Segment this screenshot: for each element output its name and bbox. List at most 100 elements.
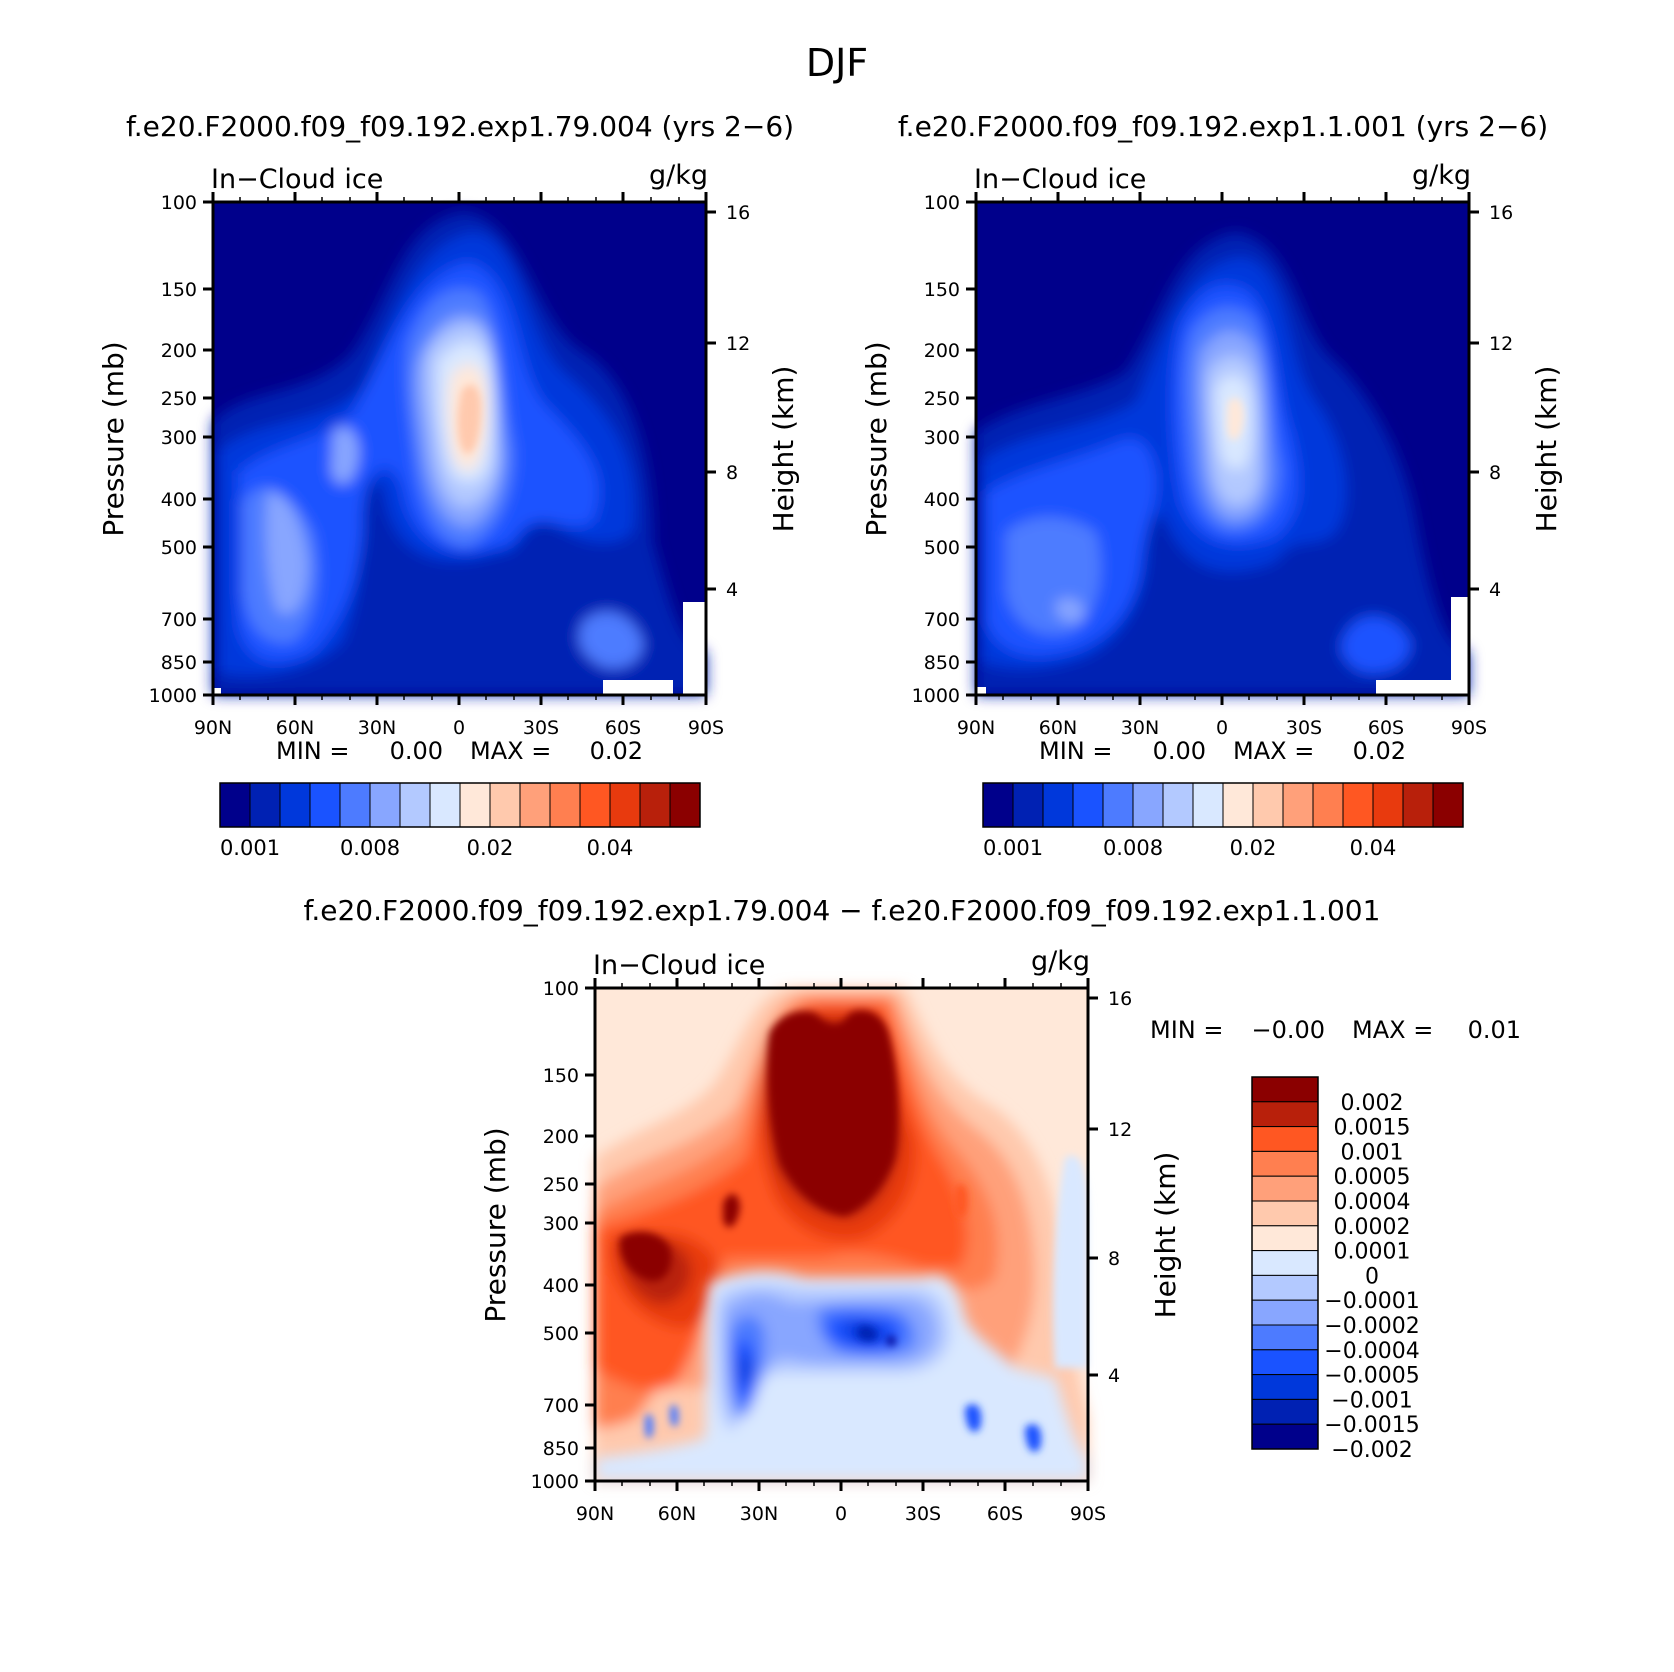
height-tick-label: 4 [1108, 1365, 1120, 1387]
lat-tick-label: 0 [835, 1503, 847, 1525]
colorbar-box [1251, 1200, 1319, 1227]
contour-band-12b [965, 1404, 1042, 1452]
colorbar-box [1192, 782, 1224, 828]
pressure-tick-label: 200 [543, 1126, 579, 1148]
minor-ticks [239, 197, 680, 700]
pressure-tick-label: 250 [543, 1174, 579, 1196]
lat-tick-label: 90S [1451, 717, 1487, 739]
major-ticks [203, 192, 716, 705]
pressure-tick-label: 700 [161, 609, 197, 631]
colorbar-box [249, 782, 281, 828]
lat-tick-label: 90N [194, 717, 232, 739]
pressure-tick-label: 1000 [531, 1471, 579, 1493]
pressure-tick-label: 500 [924, 537, 960, 559]
colorbar-box [639, 782, 671, 828]
colorbar-label: 0 [1365, 1264, 1379, 1289]
colorbar-box [1402, 782, 1434, 828]
height-tick-label: 16 [1489, 202, 1513, 224]
contour-band-8b [1053, 1155, 1088, 1368]
height-axis-label: Height (km) [1149, 1152, 1182, 1319]
colorbar-box [369, 782, 401, 828]
pressure-tick-label: 1000 [912, 685, 960, 707]
pressure-tick-label: 500 [543, 1323, 579, 1345]
pressure-axis-label: Pressure (mb) [97, 341, 130, 536]
pressure-tick-label: 100 [543, 978, 579, 1000]
lat-tick-label: 90N [576, 1503, 614, 1525]
height-tick-label: 4 [1489, 579, 1501, 601]
min-value: 0.00 [390, 737, 443, 765]
colorbar-label: 0.02 [1230, 836, 1277, 860]
min-label: MIN = [276, 737, 349, 765]
height-tick-label: 12 [1489, 333, 1513, 355]
lat-tick-label: 90N [957, 717, 995, 739]
colorbar-box [1251, 1126, 1319, 1152]
max-label: MAX = [1352, 1016, 1433, 1044]
pressure-tick-label: 150 [924, 279, 960, 301]
missing-data-patch [683, 602, 706, 695]
colorbar-box [1251, 1398, 1319, 1425]
colorbar-label: 0.001 [983, 836, 1043, 860]
lat-tick-label: 60S [1368, 717, 1404, 739]
min-value: −0.00 [1251, 1016, 1325, 1044]
lat-tick-label: 90S [688, 717, 724, 739]
colorbar-box [279, 782, 311, 828]
units-label: g/kg [1412, 160, 1471, 191]
missing-data-patch [213, 688, 221, 695]
pressure-tick-label: 100 [161, 192, 197, 214]
max-label: MAX = [470, 737, 551, 765]
panel-2: f.e20.F2000.f09_f09.192.exp1.1.001 (yrs … [860, 110, 1563, 860]
lat-tick-label: 30S [1286, 717, 1322, 739]
min-value: 0.00 [1153, 737, 1206, 765]
pressure-tick-label: 400 [161, 489, 197, 511]
colorbar-box [669, 782, 701, 828]
missing-data-patch [603, 680, 673, 695]
colorbar: 0.001 0.008 0.02 0.04 [219, 782, 701, 860]
minor-ticks [621, 983, 1062, 1486]
colorbar-box [1282, 782, 1314, 828]
colorbar-box [1222, 782, 1254, 828]
height-tick-label: 8 [1489, 462, 1501, 484]
contour-field [213, 202, 706, 695]
pressure-tick-label: 400 [924, 489, 960, 511]
height-tick-label: 16 [1108, 988, 1132, 1010]
colorbar-box [429, 782, 461, 828]
min-label: MIN = [1150, 1016, 1223, 1044]
pressure-tick-label: 850 [543, 1438, 579, 1460]
panel-1: f.e20.F2000.f09_f09.192.exp1.79.004 (yrs… [97, 110, 800, 860]
colorbar-box [1251, 1423, 1319, 1450]
min-label: MIN = [1039, 737, 1112, 765]
pressure-tick-label: 100 [924, 192, 960, 214]
colorbar-box [1251, 1324, 1319, 1351]
colorbar-box [489, 782, 521, 828]
contour-field [976, 202, 1469, 695]
colorbar: 0.001 0.008 0.02 0.04 [982, 782, 1464, 860]
colorbar-label: 0.008 [340, 836, 400, 860]
pressure-tick-label: 300 [924, 427, 960, 449]
field-label: In−Cloud ice [974, 164, 1146, 195]
lat-tick-label: 0 [453, 717, 465, 739]
colorbar: 0.0020.00150.0010.00050.00040.00020.0001… [1251, 1076, 1420, 1463]
field-label: In−Cloud ice [211, 164, 383, 195]
pressure-tick-label: 700 [924, 609, 960, 631]
pressure-tick-label: 200 [161, 340, 197, 362]
contour-band-7 [620, 1010, 899, 1282]
colorbar-label: −0.0001 [1324, 1289, 1419, 1314]
colorbar-box [1372, 782, 1404, 828]
colorbar-label: 0.001 [1341, 1140, 1404, 1165]
contour-band-14 [857, 1325, 878, 1341]
colorbar-label: −0.0005 [1324, 1364, 1419, 1389]
colorbar-label: 0.04 [1350, 836, 1397, 860]
colorbar-box [1432, 782, 1464, 828]
panel-title: f.e20.F2000.f09_f09.192.exp1.79.004 (yrs… [126, 110, 794, 143]
minor-ticks [1002, 197, 1443, 700]
height-axis-label: Height (km) [767, 366, 800, 533]
colorbar-box [309, 782, 341, 828]
pressure-tick-label: 250 [924, 388, 960, 410]
lat-tick-label: 60S [605, 717, 641, 739]
pressure-tick-label: 700 [543, 1395, 579, 1417]
lat-tick-label: 60N [276, 717, 314, 739]
colorbar-box [1251, 1299, 1319, 1326]
colorbar-label: −0.002 [1331, 1438, 1412, 1463]
height-tick-label: 8 [726, 462, 738, 484]
